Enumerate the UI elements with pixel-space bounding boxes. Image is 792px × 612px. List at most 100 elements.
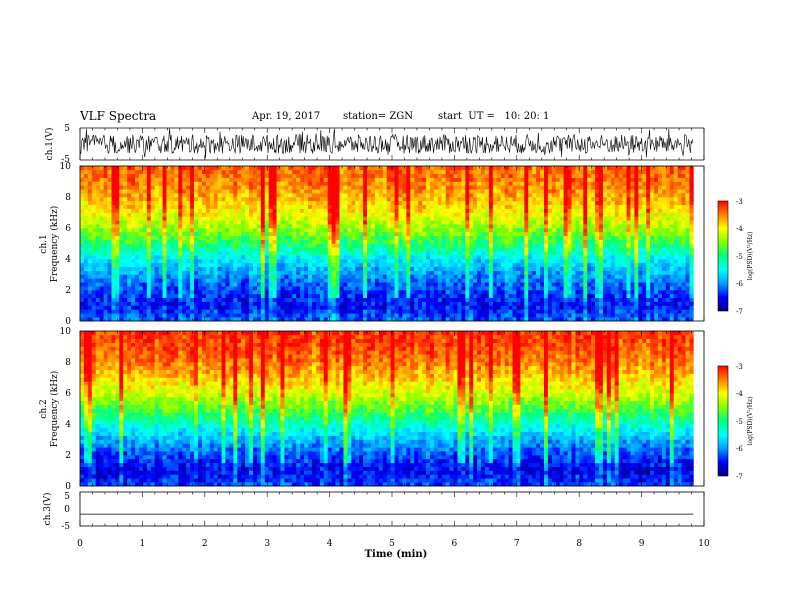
spectrogram-cell — [146, 239, 152, 244]
spectrogram-cell — [449, 185, 454, 190]
spectrogram-cell — [205, 243, 211, 248]
spectrogram-cell — [563, 305, 568, 310]
spectrogram-cell — [422, 220, 427, 225]
spectrogram-cell — [319, 282, 325, 287]
spectrogram-cell — [205, 212, 211, 217]
spectrogram-cell — [304, 235, 309, 240]
spectrogram-cell — [174, 235, 179, 240]
spectrogram-cell — [182, 220, 187, 225]
spectrogram-cell — [386, 309, 391, 314]
spectrogram-cell — [347, 262, 352, 268]
spectrogram-cell — [253, 313, 258, 318]
spectrogram-cell — [457, 297, 462, 302]
spectrogram-cell — [249, 293, 254, 299]
spectrogram-cell — [465, 193, 470, 198]
spectrogram-cell — [107, 278, 112, 283]
spectrogram-cell — [245, 282, 250, 287]
spectrogram-cell — [233, 216, 238, 221]
spectrogram-cell — [422, 231, 427, 237]
spectrogram-cell — [229, 204, 234, 209]
spectrogram-cell — [174, 228, 179, 233]
spectrogram-cell — [264, 243, 270, 248]
spectrogram-cell — [563, 278, 568, 283]
spectrogram-cell — [174, 189, 179, 194]
spectrogram-cell — [127, 247, 132, 252]
spectrogram-cell — [217, 193, 222, 198]
spectrogram-cell — [99, 200, 104, 206]
spectrogram-cell — [300, 297, 305, 302]
spectrogram-cell — [359, 301, 364, 306]
spectrogram-cell — [87, 166, 93, 171]
spectrogram-cell — [260, 216, 266, 221]
spectrogram-cell — [95, 181, 100, 186]
spectrogram-cell — [268, 197, 273, 202]
spectrogram-cell — [264, 239, 270, 244]
spectrogram-cell — [146, 305, 152, 310]
spectrogram-cell — [300, 208, 305, 213]
spectrogram-cell — [528, 189, 533, 194]
spectrogram-cell — [213, 290, 218, 295]
spectrogram-cell — [543, 220, 549, 225]
spectrogram-cell — [319, 193, 325, 198]
spectrogram-cell — [347, 181, 352, 186]
spectrogram-cell — [496, 216, 502, 221]
spectrogram-cell — [398, 247, 403, 252]
spectrogram-cell — [382, 212, 387, 217]
spectrogram-cell — [241, 235, 246, 240]
spectrogram-cell — [477, 313, 482, 318]
spectrogram-cell — [272, 216, 277, 221]
spectrogram-cell — [343, 220, 348, 225]
spectrogram-cell — [488, 204, 494, 209]
spectrogram-cell — [127, 239, 132, 244]
spectrogram-cell — [398, 305, 403, 310]
spectrogram-cell — [406, 266, 411, 271]
spectrogram-cell — [201, 305, 207, 310]
spectrogram-cell — [437, 266, 443, 271]
spectrogram-cell — [256, 255, 262, 260]
spectrogram-cell — [123, 293, 128, 299]
spectrogram-cell — [410, 247, 415, 252]
spectrogram-cell — [135, 212, 140, 217]
spectrogram-cell — [422, 286, 427, 291]
spectrogram-cell — [547, 305, 553, 310]
spectrogram-cell — [398, 290, 403, 295]
spectrogram-cell — [555, 282, 560, 287]
spectrogram-cell — [512, 224, 517, 229]
spectrogram-cell — [256, 274, 262, 279]
spectrogram-cell — [327, 305, 332, 310]
spectrogram-cell — [555, 224, 560, 229]
spectrogram-cell — [481, 181, 486, 186]
spectrogram-cell — [488, 270, 494, 275]
spectrogram-cell — [87, 251, 93, 256]
spectrogram-cell — [111, 220, 116, 225]
spectrogram-cell — [540, 305, 545, 310]
spectrogram-cell — [249, 189, 254, 194]
spectrogram-cell — [182, 290, 187, 295]
spectrogram-cell — [304, 297, 309, 302]
spectrogram-cell — [536, 169, 541, 175]
spectrogram-cell — [150, 309, 156, 314]
spectrogram-cell — [272, 251, 277, 256]
spectrogram-cell — [154, 282, 159, 287]
spectrogram-cell — [516, 313, 521, 318]
spectrogram-cell — [327, 228, 332, 233]
spectrogram-cell — [95, 286, 100, 291]
spectrogram-cell — [123, 243, 128, 248]
spectrogram-cell — [433, 204, 439, 209]
spectrogram-cell — [319, 293, 325, 299]
spectrogram-cell — [205, 251, 211, 256]
spectrogram-cell — [461, 212, 466, 217]
spectrogram-cell — [543, 169, 549, 175]
ch1-ytick-top: 5 — [64, 124, 70, 134]
spectrogram-cell — [186, 262, 191, 268]
spectrogram-cell — [520, 235, 525, 240]
spectrogram-cell — [111, 309, 116, 314]
spectrogram-cell — [410, 313, 415, 318]
spectrogram-cell — [268, 293, 273, 299]
spectrogram-cell — [186, 177, 191, 182]
spectrogram-cell — [367, 185, 372, 190]
spectrogram-cell — [339, 251, 344, 256]
spectrogram-cell — [99, 231, 104, 237]
spectrogram-cell — [418, 235, 423, 240]
